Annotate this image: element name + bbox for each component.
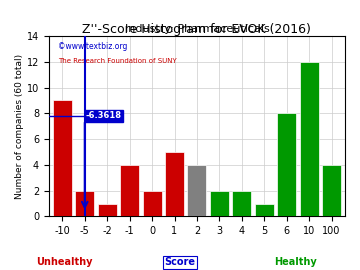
Bar [120,165,139,216]
Text: Score: Score [165,257,195,267]
Bar [255,204,274,216]
Bar [210,191,229,216]
Bar [277,113,296,216]
Bar [300,62,319,216]
Bar [188,165,207,216]
Bar [232,191,251,216]
Bar [143,191,162,216]
Text: Industry: Pharmaceuticals: Industry: Pharmaceuticals [125,24,269,34]
Y-axis label: Number of companies (60 total): Number of companies (60 total) [15,54,24,199]
Text: Healthy: Healthy [274,257,316,267]
Title: Z''-Score Histogram for EVOK (2016): Z''-Score Histogram for EVOK (2016) [82,23,311,36]
Bar [322,165,341,216]
Text: Unhealthy: Unhealthy [37,257,93,267]
Bar [165,152,184,216]
Text: The Research Foundation of SUNY: The Research Foundation of SUNY [58,58,176,64]
Text: -6.3618: -6.3618 [86,112,122,120]
Bar [98,204,117,216]
Bar [53,100,72,216]
Bar [75,191,94,216]
Text: ©www.textbiz.org: ©www.textbiz.org [58,42,127,50]
